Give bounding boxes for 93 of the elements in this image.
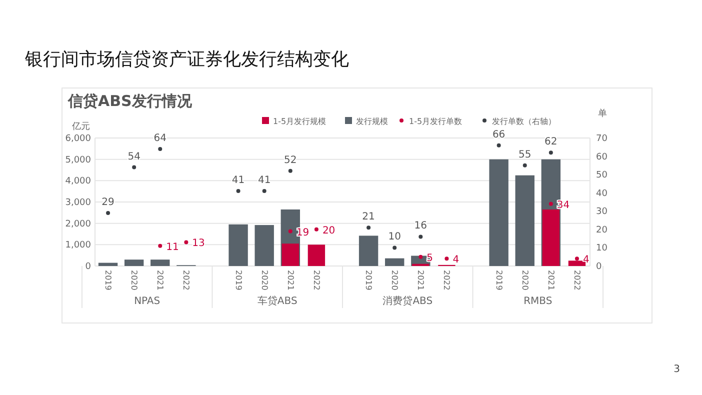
data-label: 20 (322, 225, 336, 236)
x-tick-label: 2019 (494, 270, 504, 290)
point (288, 168, 292, 173)
point (418, 254, 423, 259)
data-label: 4 (452, 254, 460, 266)
y2-tick-label: 60 (596, 152, 608, 162)
data-label: 66 (492, 129, 506, 140)
y2-tick-label: 70 (596, 134, 608, 144)
y2-tick-label: 30 (596, 207, 608, 218)
y2-tick-label: 0 (596, 262, 602, 272)
point (314, 227, 318, 232)
data-label: 11 (166, 242, 179, 253)
legend-label: 1-5月发行单数 (409, 117, 462, 126)
point (548, 202, 553, 206)
y-axis-title: 亿元 (71, 121, 90, 132)
bar (385, 258, 404, 266)
point (158, 146, 162, 151)
x-tick-label: 2022 (572, 270, 582, 290)
x-tick-label: 2022 (182, 270, 191, 290)
data-label: 62 (544, 136, 558, 148)
y2-tick-label: 20 (596, 225, 608, 236)
bar (308, 244, 326, 266)
chart-title: 银行间市场信贷资产证券化发行结构变化 (24, 49, 349, 70)
y-tick-label: 5,000 (65, 155, 92, 166)
point (444, 256, 449, 261)
y-tick-label: 6,000 (65, 134, 92, 144)
bar (358, 236, 378, 266)
x-tick-label: 2019 (104, 270, 113, 290)
x-tick-label: 2021 (416, 270, 426, 290)
y2-tick-label: 10 (596, 244, 608, 254)
bar (228, 224, 248, 266)
legend-label: 发行规模 (356, 117, 388, 126)
data-label: 13 (192, 238, 205, 250)
bar (542, 209, 560, 266)
data-label: 64 (154, 132, 166, 144)
point (106, 210, 110, 215)
x-tick-label: 2019 (234, 270, 243, 290)
point (366, 226, 371, 230)
x-tick-label: 2021 (156, 270, 165, 290)
bar (124, 260, 144, 266)
legend-label: 1-5月发行规模 (273, 117, 326, 126)
point (132, 165, 136, 170)
data-label: 41 (232, 175, 245, 186)
y2-axis-title: 单 (598, 108, 607, 119)
point (236, 189, 240, 194)
y-tick-label: 2,000 (65, 219, 92, 230)
point (184, 240, 188, 244)
legend-label: 发行单数（右轴） (492, 117, 556, 126)
x-tick-label: 2021 (546, 270, 556, 290)
point (574, 256, 579, 261)
point (548, 150, 553, 155)
bar (515, 175, 534, 266)
x-tick-label: 2022 (442, 270, 452, 290)
point (288, 229, 292, 234)
x-tick-label: 2020 (130, 270, 139, 290)
text: RMBS (524, 296, 552, 307)
text: 车贷ABS (257, 295, 298, 307)
x-tick-label: 2019 (364, 270, 374, 290)
point (392, 246, 397, 250)
data-label: 21 (362, 212, 375, 223)
point (158, 244, 162, 248)
y-tick-label: 1,000 (65, 240, 92, 251)
chart-subtitle: 信贷ABS发行情况 (67, 92, 193, 110)
data-label: 29 (102, 196, 114, 208)
y-tick-label: 3,000 (65, 198, 92, 208)
x-tick-label: 2020 (260, 270, 269, 290)
data-label: 52 (284, 154, 297, 166)
point (522, 163, 527, 168)
x-tick-label: 2022 (312, 270, 321, 290)
bar (98, 262, 118, 266)
x-tick-label: 2020 (390, 270, 400, 290)
x-tick-label: 2021 (286, 270, 295, 290)
bar (282, 244, 299, 266)
data-label: 41 (258, 175, 271, 186)
y-tick-label: 0 (85, 262, 92, 272)
point (418, 234, 423, 239)
y2-tick-label: 50 (596, 170, 608, 181)
text: 消费贷ABS (382, 295, 433, 307)
data-label: 4 (582, 254, 590, 266)
y2-tick-label: 40 (596, 188, 608, 199)
bar (489, 159, 508, 266)
data-label: 10 (388, 232, 401, 243)
bar (150, 260, 170, 266)
data-label: 16 (414, 220, 428, 232)
text: 3 (674, 364, 680, 375)
y-tick-label: 4,000 (65, 176, 92, 187)
point (496, 143, 501, 148)
text: NPAS (134, 296, 160, 307)
data-label: 55 (518, 149, 532, 160)
data-label: 54 (128, 151, 140, 162)
point (262, 189, 266, 194)
bar (254, 225, 274, 266)
x-tick-label: 2020 (520, 270, 530, 290)
